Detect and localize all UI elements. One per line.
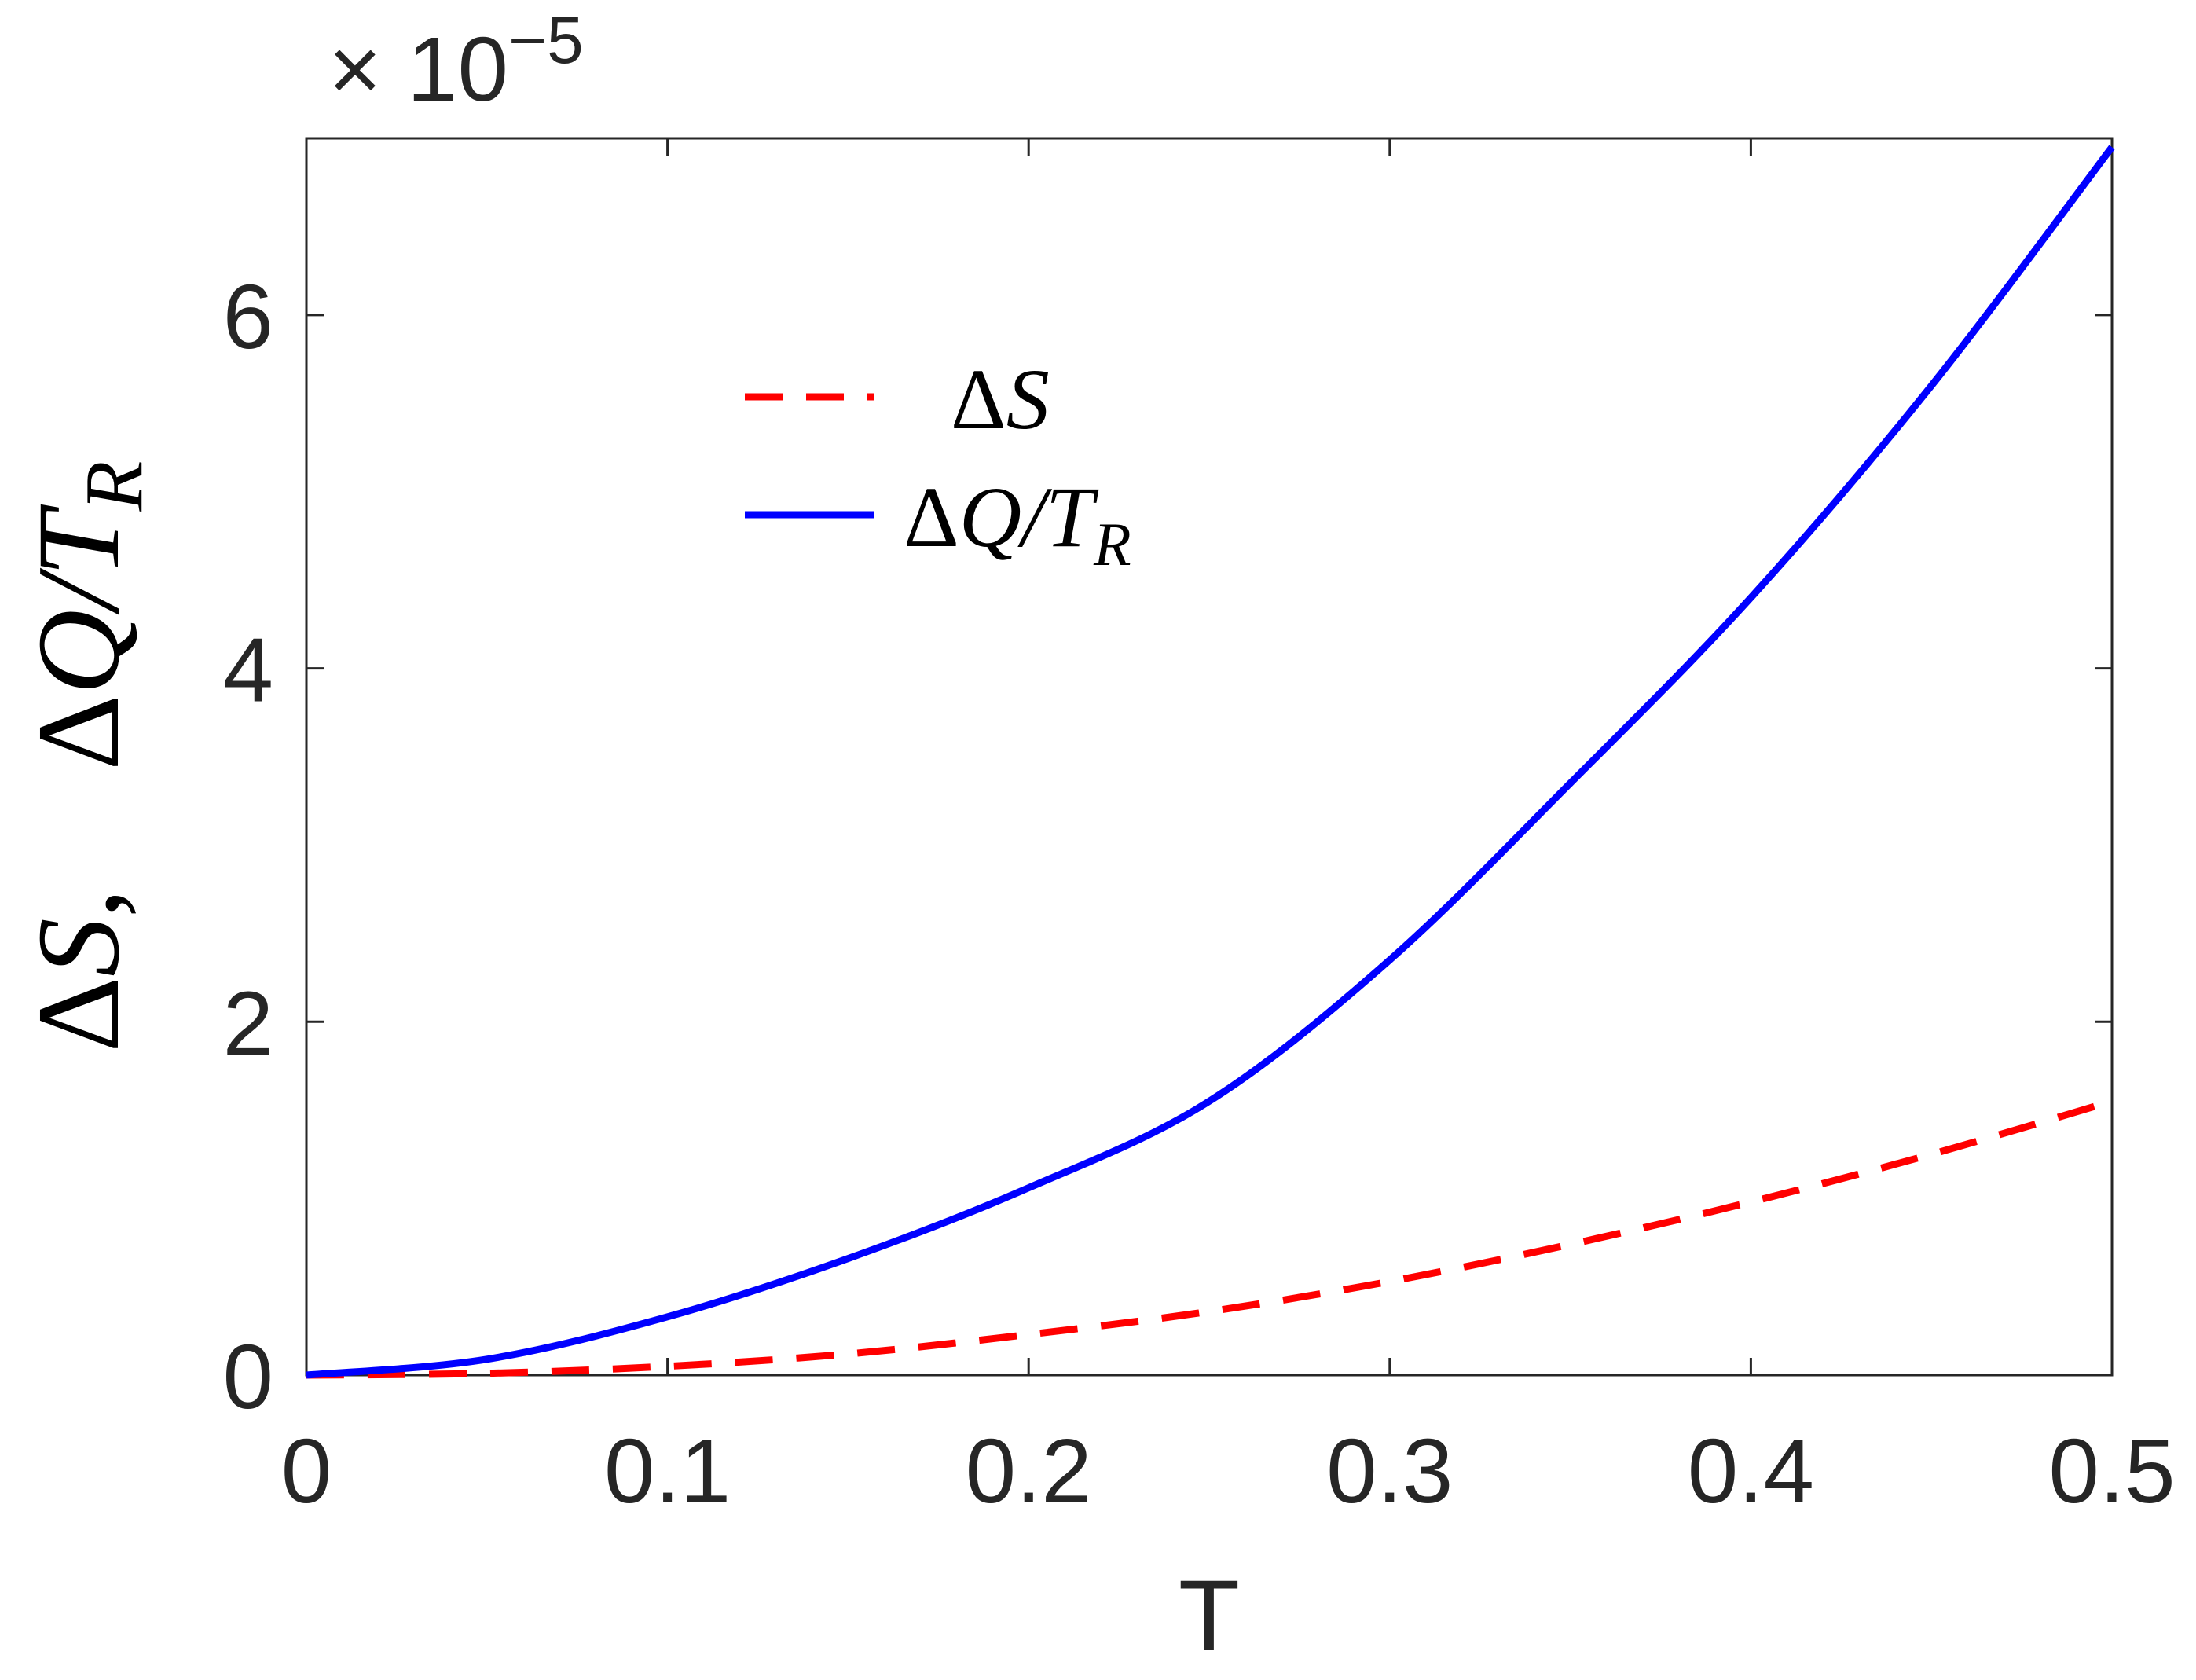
x-tick-label: 0.4 bbox=[1688, 1420, 1814, 1522]
axes-box bbox=[305, 137, 2114, 1377]
series-line-1 bbox=[306, 145, 2115, 1379]
y-tick-label: 0 bbox=[222, 1326, 273, 1428]
y-axis-title: ΔS, ΔQ/TR bbox=[13, 460, 159, 1052]
y-exponent-label: × 10−5 bbox=[328, 3, 584, 120]
x-tick-label: 0.3 bbox=[1326, 1420, 1453, 1522]
y-tick-label: 4 bbox=[222, 619, 273, 721]
x-axis-title: T bbox=[1179, 1560, 1240, 1672]
x-tick-label: 0 bbox=[281, 1420, 332, 1522]
x-tick-label: 0.1 bbox=[604, 1420, 731, 1522]
x-tick-label: 0.5 bbox=[2048, 1420, 2175, 1522]
plot-area: 0 0.1 0.2 0.3 0.4 0.5 0 2 4 6 × 10−5 T ΔS, ΔQ/TR ΔS ΔQ… bbox=[13, 3, 2176, 1672]
x-tick-label: 0.2 bbox=[966, 1420, 1092, 1522]
y-tick-label: 6 bbox=[222, 266, 273, 368]
series-line-0 bbox=[306, 1098, 2114, 1379]
legend-label-0: ΔS bbox=[951, 351, 1050, 447]
legend-label-1: ΔQ/TR bbox=[904, 469, 1131, 578]
y-tick-label: 2 bbox=[222, 972, 273, 1074]
